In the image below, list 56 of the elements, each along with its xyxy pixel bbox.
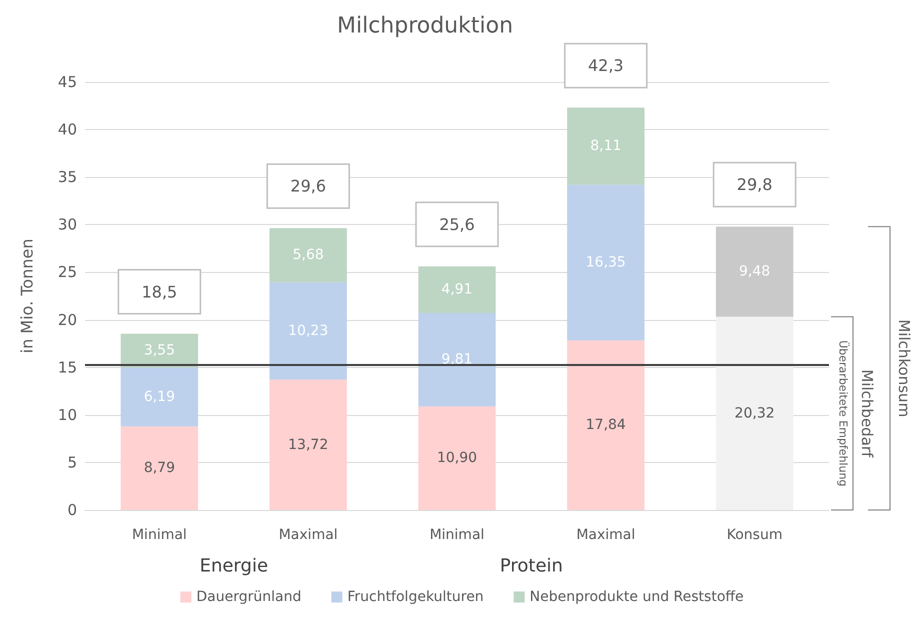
y-tick-label: 20 [58, 310, 77, 329]
legend-label: Dauergrünland [196, 589, 302, 605]
y-tick-label: 30 [58, 216, 77, 234]
x-tick-label: Konsum [726, 527, 782, 543]
text: Protein [500, 556, 563, 576]
bar [120, 426, 198, 510]
data-label: 9,81 [441, 352, 473, 368]
y-tick-label: 35 [58, 168, 77, 186]
bar [716, 226, 794, 317]
data-label: 5,68 [292, 247, 324, 264]
total-label: 18,5 [142, 282, 178, 302]
y-tick-label: 10 [58, 406, 77, 424]
legend-label: Nebenprodukte und Reststoffe [530, 589, 744, 605]
text: Milchbedarf [858, 369, 876, 458]
data-label: 17,84 [586, 417, 626, 434]
data-label: 3,55 [144, 342, 175, 359]
y-tick-label: 15 [58, 358, 77, 376]
y-tick-label: 25 [58, 263, 77, 282]
bar [418, 313, 496, 406]
bar [418, 406, 496, 510]
bar [418, 266, 496, 314]
y-tick-label: 0 [67, 501, 77, 519]
y-tick-label: 5 [67, 453, 77, 472]
data-label: 10,23 [288, 322, 328, 339]
text: Überarbeitete Empfehlung [836, 340, 850, 487]
total-label: 29,6 [290, 176, 326, 196]
bar [567, 108, 644, 185]
bar [270, 282, 347, 380]
bar [567, 340, 644, 510]
total-label: 29,8 [736, 175, 772, 194]
total-label: 42,3 [588, 56, 624, 76]
y-axis-title: in Mio. Tonnen [18, 238, 36, 354]
bar [716, 316, 794, 510]
bar [270, 380, 347, 510]
data-label: 8,79 [144, 460, 175, 476]
chart-title: Milchproduktion [336, 14, 514, 38]
data-label: 10,90 [436, 450, 478, 466]
x-tick-label: Minimal [430, 527, 484, 543]
data-label: 20,32 [734, 405, 775, 422]
total-label: 25,6 [439, 214, 475, 234]
y-tick-label: 40 [58, 120, 77, 139]
data-label: 13,72 [288, 436, 328, 453]
data-label: 6,19 [144, 388, 175, 405]
bar [270, 228, 347, 282]
bar [567, 184, 644, 340]
data-label: 16,35 [586, 254, 626, 271]
x-tick-label: Maximal [576, 527, 636, 543]
x-tick-label: Minimal [132, 527, 187, 543]
text: Energie [200, 556, 268, 576]
bar [120, 368, 198, 426]
y-tick-label: 45 [58, 73, 77, 91]
text: Milchkonsum [895, 319, 913, 418]
data-label: 4,91 [441, 282, 473, 298]
legend-label: Fruchtfolgekulturen [347, 589, 484, 605]
x-tick-label: Maximal [278, 527, 338, 543]
data-label: 8,11 [590, 138, 622, 154]
